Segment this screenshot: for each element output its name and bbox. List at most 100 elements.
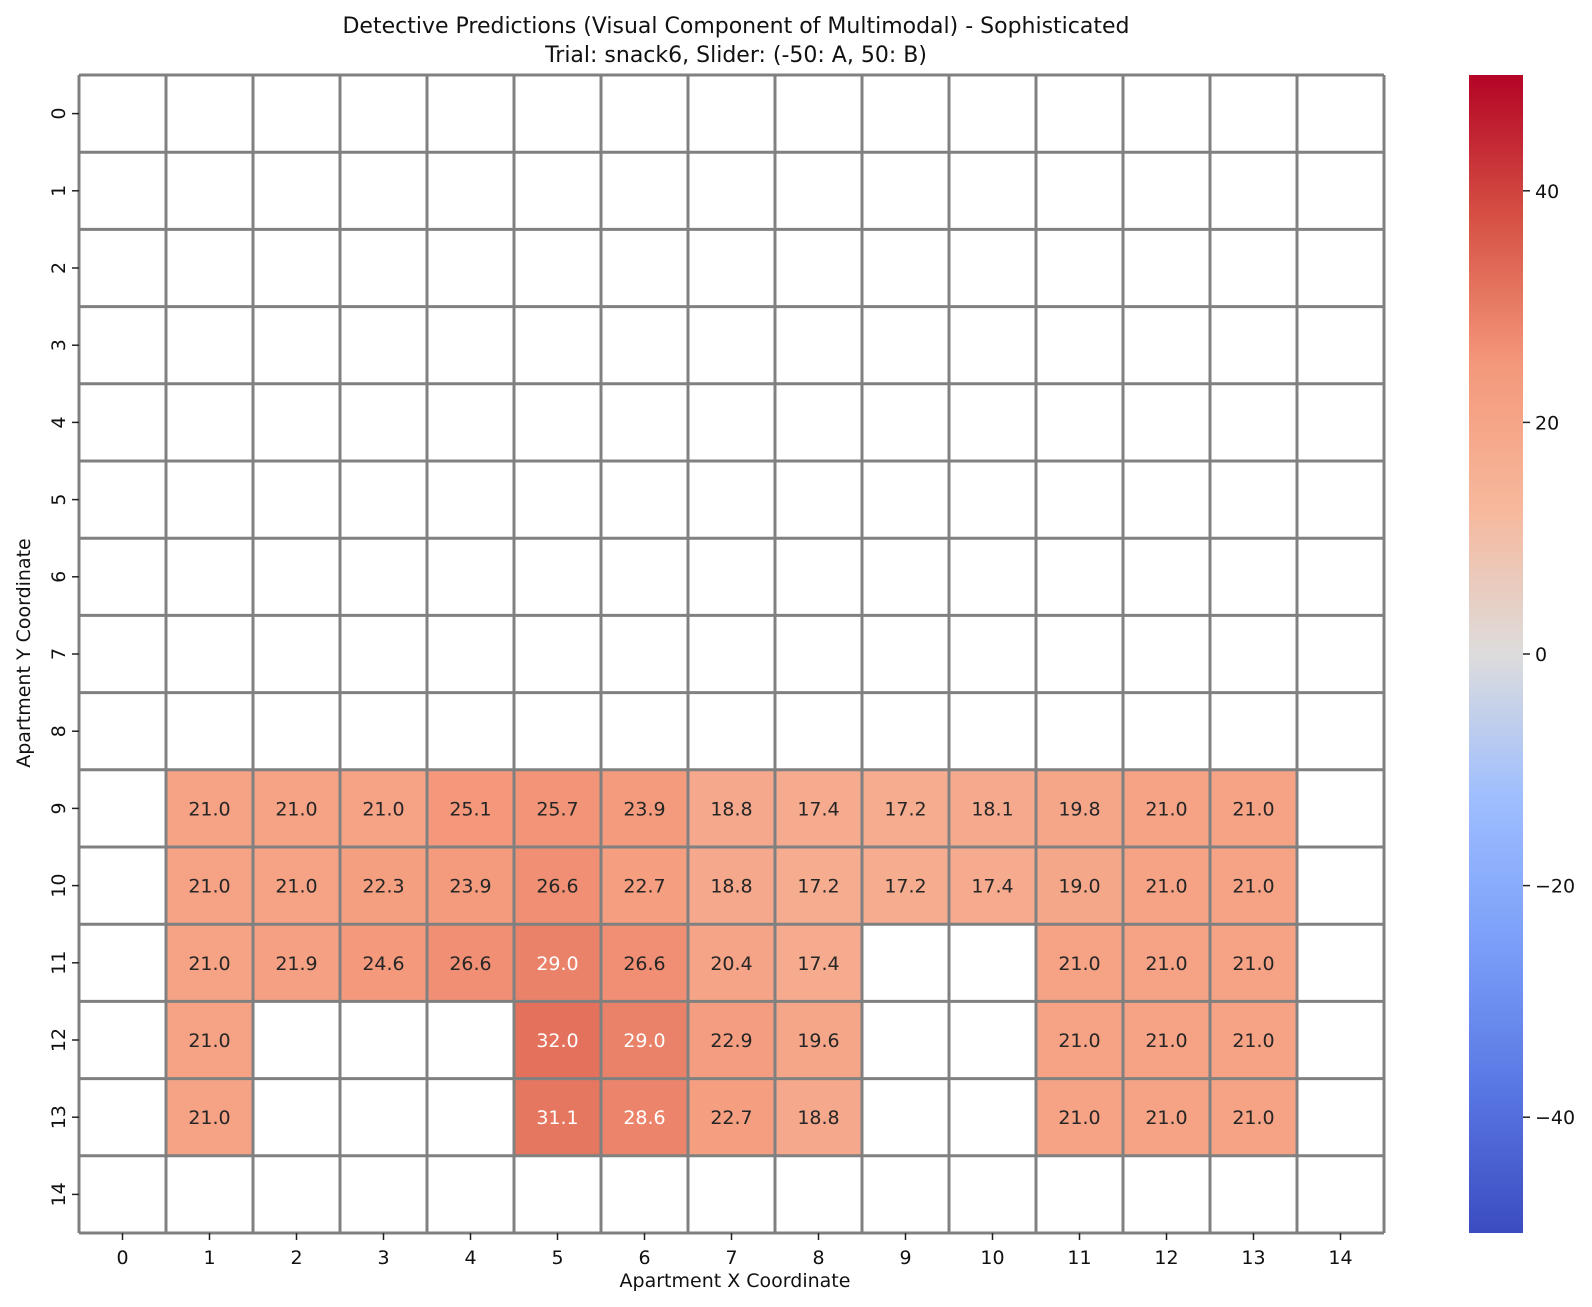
heatmap-cell-empty — [601, 152, 688, 230]
heatmap-cell-empty — [79, 538, 166, 616]
cell-value-label: 22.7 — [623, 876, 665, 898]
heatmap-cell-empty — [1123, 615, 1210, 693]
cell-value-label: 29.0 — [536, 953, 578, 975]
heatmap-cell-empty — [79, 461, 166, 539]
heatmap-cell — [775, 1001, 862, 1079]
heatmap-cell-empty — [1036, 383, 1123, 461]
heatmap-cell-empty — [253, 152, 340, 230]
heatmap-cell-empty — [688, 615, 775, 693]
y-tick-label: 7 — [48, 648, 70, 660]
heatmap-cell-empty — [862, 1078, 949, 1156]
heatmap-cell — [1123, 769, 1210, 847]
heatmap-cell-empty — [340, 461, 427, 539]
cell-value-label: 21.9 — [275, 953, 317, 975]
cell-value-label: 21.0 — [1232, 1107, 1274, 1129]
heatmap-cell-empty — [1123, 383, 1210, 461]
y-tick-label: 6 — [48, 571, 70, 583]
heatmap-cell-empty — [775, 383, 862, 461]
y-tick-label: 11 — [48, 951, 70, 975]
heatmap-cell-empty — [340, 152, 427, 230]
cell-value-label: 26.6 — [536, 876, 578, 898]
heatmap-cell — [1123, 1078, 1210, 1156]
heatmap-cell — [514, 1078, 601, 1156]
heatmap-cell — [1123, 924, 1210, 1002]
heatmap-cell-empty — [1036, 75, 1123, 153]
heatmap-cell — [166, 1078, 253, 1156]
heatmap-cell-empty — [688, 1155, 775, 1233]
cell-value-label: 18.8 — [710, 876, 752, 898]
heatmap-cell-empty — [514, 615, 601, 693]
cell-value-label: 18.1 — [971, 798, 1013, 820]
heatmap-cell — [1123, 847, 1210, 925]
heatmap-cell — [1210, 1001, 1297, 1079]
colorbar — [1469, 75, 1523, 1233]
cell-value-label: 21.0 — [188, 1030, 230, 1052]
x-tick-label: 7 — [725, 1247, 737, 1269]
y-tick-label: 8 — [48, 725, 70, 737]
heatmap-cell — [1036, 1001, 1123, 1079]
x-tick-label: 1 — [203, 1247, 215, 1269]
heatmap-cell-empty — [1210, 152, 1297, 230]
chart-title: Detective Predictions (Visual Component … — [342, 14, 1129, 39]
x-tick-label: 12 — [1154, 1247, 1178, 1269]
heatmap-cell-empty — [253, 383, 340, 461]
cell-value-label: 17.2 — [884, 798, 926, 820]
y-tick-label: 1 — [48, 185, 70, 197]
heatmap-cell-empty — [949, 75, 1036, 153]
heatmap-cell-empty — [1123, 461, 1210, 539]
x-axis-label: Apartment X Coordinate — [620, 1270, 851, 1292]
heatmap-cell-empty — [1210, 461, 1297, 539]
heatmap-cell-empty — [79, 1155, 166, 1233]
heatmap-cell-empty — [166, 229, 253, 307]
heatmap-cell-empty — [775, 615, 862, 693]
cell-value-label: 22.3 — [362, 876, 404, 898]
heatmap-cell — [340, 924, 427, 1002]
heatmap-cell-empty — [862, 615, 949, 693]
heatmap-cell — [1123, 1001, 1210, 1079]
heatmap-cell-empty — [949, 615, 1036, 693]
heatmap-cell-empty — [514, 692, 601, 770]
cell-value-label: 26.6 — [449, 953, 491, 975]
heatmap-cell-empty — [862, 538, 949, 616]
heatmap-cell-empty — [1297, 1001, 1384, 1079]
cell-value-label: 21.0 — [1232, 798, 1274, 820]
heatmap-cell-empty — [1297, 615, 1384, 693]
heatmap-cell-empty — [79, 152, 166, 230]
heatmap-cell-empty — [79, 924, 166, 1002]
cell-value-label: 22.9 — [710, 1030, 752, 1052]
heatmap-cell-empty — [949, 306, 1036, 384]
colorbar-tick-label: 0 — [1535, 644, 1547, 666]
y-tick-label: 13 — [48, 1105, 70, 1129]
heatmap-cell-empty — [1297, 1155, 1384, 1233]
heatmap-cell-empty — [1036, 538, 1123, 616]
heatmap-cell — [1036, 924, 1123, 1002]
heatmap-cell-empty — [601, 383, 688, 461]
cell-value-label: 21.0 — [362, 798, 404, 820]
cell-value-label: 19.8 — [1058, 798, 1100, 820]
heatmap-cell-empty — [79, 1078, 166, 1156]
heatmap-cell-empty — [427, 538, 514, 616]
heatmap-cell-empty — [1036, 461, 1123, 539]
heatmap-cell-empty — [862, 152, 949, 230]
cell-value-label: 23.9 — [623, 798, 665, 820]
y-axis-label: Apartment Y Coordinate — [13, 538, 35, 768]
y-tick-label: 12 — [48, 1028, 70, 1052]
heatmap-cell-empty — [1297, 769, 1384, 847]
x-tick-label: 3 — [377, 1247, 389, 1269]
heatmap-cell — [166, 1001, 253, 1079]
heatmap-cell — [1210, 847, 1297, 925]
heatmap-cell-empty — [427, 152, 514, 230]
heatmap-cell-empty — [775, 1155, 862, 1233]
heatmap-cell-empty — [427, 1155, 514, 1233]
heatmap-cell-empty — [1210, 383, 1297, 461]
cell-value-label: 17.4 — [797, 953, 839, 975]
cell-value-label: 17.4 — [797, 798, 839, 820]
heatmap-cell-empty — [862, 461, 949, 539]
heatmap-cell — [166, 924, 253, 1002]
heatmap-cell-empty — [166, 538, 253, 616]
heatmap-cell — [166, 847, 253, 925]
heatmap-cell — [688, 769, 775, 847]
heatmap-cell-empty — [1123, 538, 1210, 616]
cell-value-label: 17.2 — [884, 876, 926, 898]
heatmap-cell-empty — [949, 152, 1036, 230]
